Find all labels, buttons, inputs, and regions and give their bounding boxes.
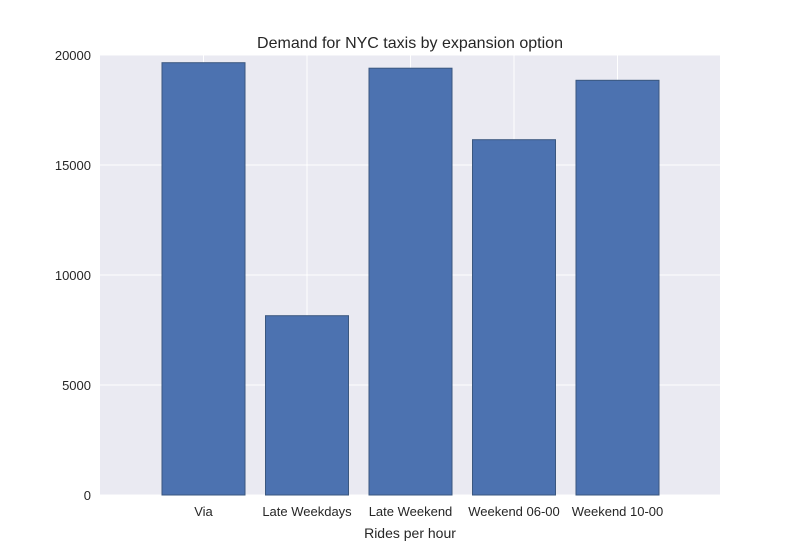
bar-weekend-10-00 xyxy=(575,79,660,496)
bar-via xyxy=(161,62,246,496)
x-tick-label: Weekend 06-00 xyxy=(468,504,560,519)
y-tick-label: 5000 xyxy=(62,378,91,393)
y-tick-label: 15000 xyxy=(55,158,91,173)
x-tick-label: Weekend 10-00 xyxy=(572,504,664,519)
bar-weekend-06-00 xyxy=(472,139,556,496)
bars xyxy=(161,62,660,496)
y-tick-label: 10000 xyxy=(55,268,91,283)
y-tick-label: 20000 xyxy=(55,48,91,63)
y-tick-labels: 0 5000 10000 15000 20000 xyxy=(55,48,91,503)
x-tick-labels: Via Late Weekdays Late Weekend Weekend 06-0… xyxy=(194,504,663,519)
bar-late-weekend xyxy=(368,67,453,496)
x-tick-label: Late Weekend xyxy=(369,504,453,519)
chart-title: Demand for NYC taxis by expansion option xyxy=(257,35,563,52)
x-axis-label: Rides per hour xyxy=(364,525,456,541)
y-tick-label: 0 xyxy=(84,488,91,503)
bar-late-weekdays xyxy=(265,315,349,496)
x-tick-label: Late Weekdays xyxy=(262,504,352,519)
x-tick-label: Via xyxy=(194,504,213,519)
